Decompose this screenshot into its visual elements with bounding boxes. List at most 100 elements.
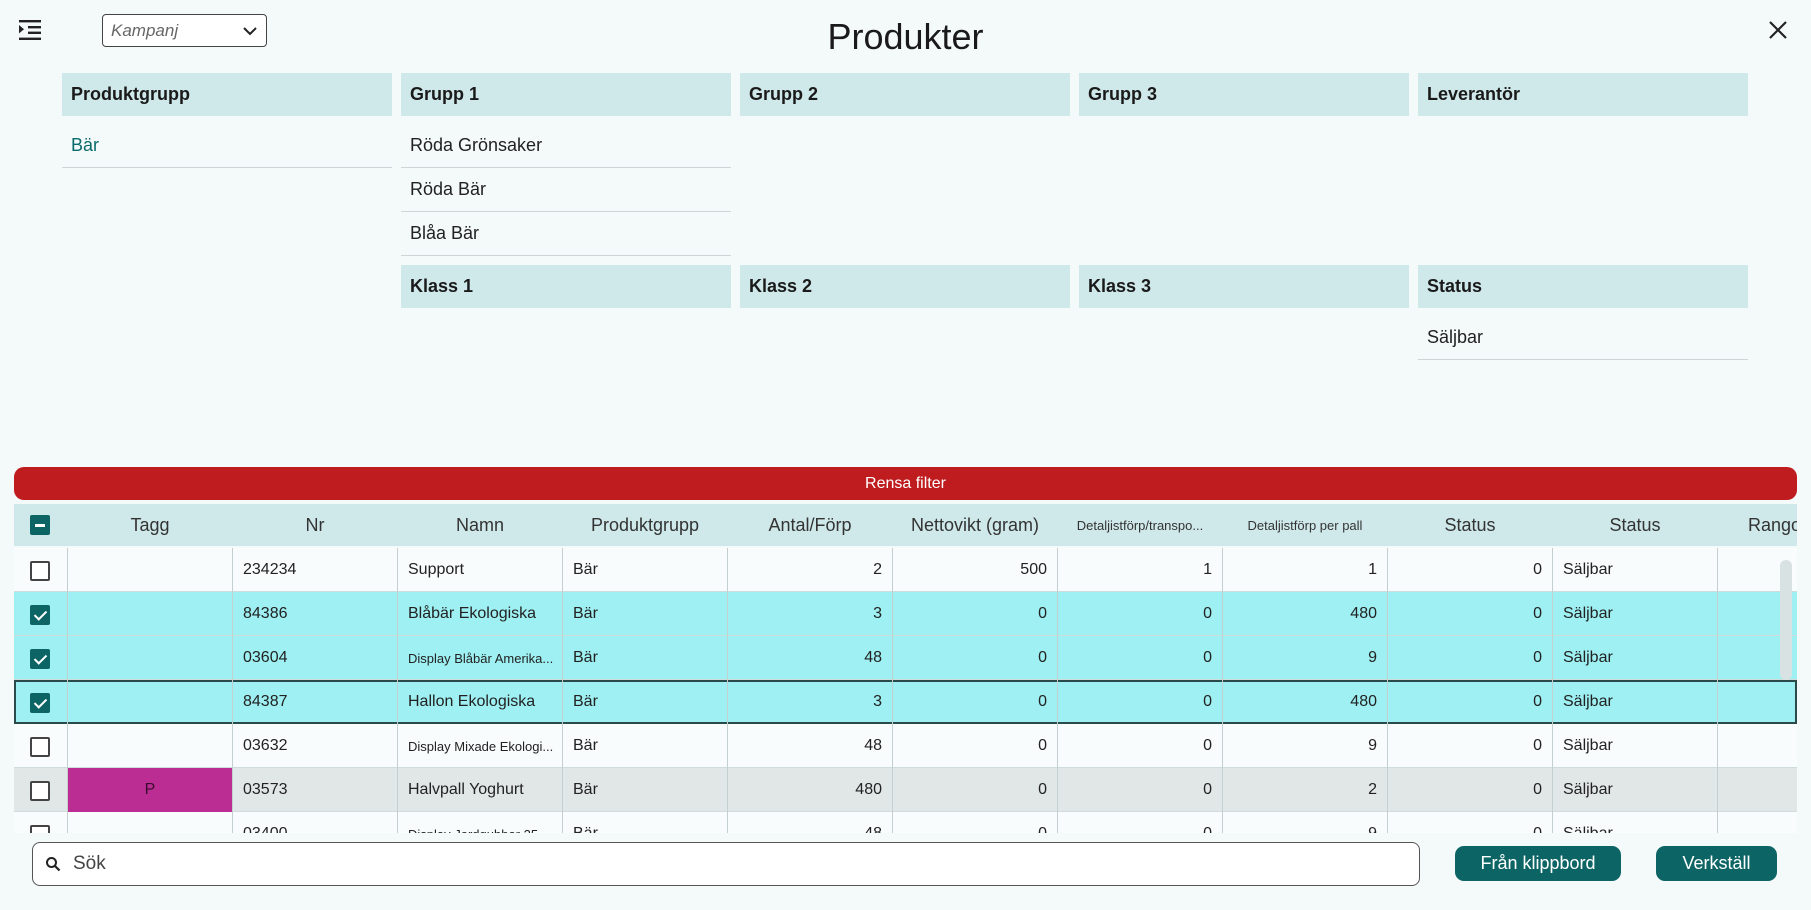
table-row[interactable]: 234234 Support Bär 2 500 1 1 0 Säljbar (14, 548, 1797, 592)
cell-nr: 03604 (233, 636, 398, 680)
row-checkbox[interactable] (30, 693, 50, 713)
cell-namn: Display Mixade Ekologi... (398, 724, 563, 768)
cell-nr: 84387 (233, 680, 398, 724)
cell-select (14, 680, 68, 724)
cell-nettovikt: 0 (893, 812, 1058, 833)
table-row[interactable]: 03632 Display Mixade Ekologi... Bär 48 0 0 9 0 S… (14, 724, 1797, 768)
filter-status: Status Säljbar (1418, 265, 1748, 360)
row-checkbox[interactable] (30, 649, 50, 669)
kampanj-placeholder: Kampanj (111, 20, 179, 40)
column-header-antal-forp[interactable]: Antal/Förp (768, 514, 852, 535)
filter-header-klass1: Klass 1 (401, 265, 731, 308)
cell-tag (68, 636, 233, 680)
from-clipboard-button[interactable]: Från klippbord (1455, 846, 1621, 881)
filter-grupp3: Grupp 3 (1079, 73, 1409, 116)
filter-item-roda-bar[interactable]: Röda Bär (401, 168, 731, 212)
cell-select (14, 812, 68, 833)
cell-nettovikt: 0 (893, 724, 1058, 768)
cell-status: Säljbar (1553, 592, 1718, 636)
column-header-status[interactable]: Status (1609, 514, 1661, 535)
cell-antal-forp: 48 (728, 724, 893, 768)
cell-status-num: 0 (1388, 548, 1553, 592)
clear-filter-button[interactable]: Rensa filter (14, 467, 1797, 500)
table-header: Tagg Nr Namn Produktgrupp Antal/Förp Net… (14, 504, 1797, 546)
row-checkbox[interactable] (30, 781, 50, 801)
cell-produktgrupp: Bär (563, 724, 728, 768)
filter-header-produktgrupp: Produktgrupp (62, 73, 392, 116)
row-checkbox[interactable] (30, 825, 50, 833)
select-all-checkbox[interactable] (30, 515, 50, 535)
filter-klass3: Klass 3 (1079, 265, 1409, 308)
cell-tag (68, 724, 233, 768)
cell-namn: Blåbär Ekologiska (398, 592, 563, 636)
filter-header-grupp1: Grupp 1 (401, 73, 731, 116)
cell-status-num: 0 (1388, 724, 1553, 768)
column-header-produktgrupp[interactable]: Produktgrupp (590, 514, 700, 535)
table-row[interactable]: 03604 Display Blåbär Amerika... Bär 48 0 0 9 0 S… (14, 636, 1797, 680)
cell-detaljistforp-transport: 0 (1058, 636, 1223, 680)
menu-indent-icon[interactable] (18, 18, 44, 42)
column-header-nettovikt[interactable]: Nettovikt (gram) (910, 514, 1040, 535)
cell-detaljistforp-per-pall: 480 (1223, 680, 1388, 724)
cell-namn: Display Blåbär Amerika... (398, 636, 563, 680)
cell-select (14, 548, 68, 592)
filter-klass1: Klass 1 (401, 265, 731, 308)
cell-produktgrupp: Bär (563, 768, 728, 812)
kampanj-select[interactable]: Kampanj (102, 14, 267, 47)
filter-header-klass3: Klass 3 (1079, 265, 1409, 308)
filter-item-saljbar[interactable]: Säljbar (1418, 316, 1748, 360)
cell-nr: 03632 (233, 724, 398, 768)
search-input[interactable] (73, 853, 1373, 875)
cell-status-num: 0 (1388, 636, 1553, 680)
filter-header-status: Status (1418, 265, 1748, 308)
cell-status: Säljbar (1553, 548, 1718, 592)
cell-produktgrupp: Bär (563, 592, 728, 636)
table-row[interactable]: P 03573 Halvpall Yoghurt Bär 480 0 0 2 0 Säljbar (14, 768, 1797, 812)
cell-antal-forp: 48 (728, 636, 893, 680)
apply-button[interactable]: Verkställ (1656, 846, 1777, 881)
column-header-namn[interactable]: Namn (455, 514, 504, 535)
row-checkbox[interactable] (30, 561, 50, 581)
top-bar: Kampanj Produkter (0, 0, 1811, 72)
cell-nettovikt: 0 (893, 680, 1058, 724)
cell-status-num: 0 (1388, 768, 1553, 812)
filter-item-blaa-bar[interactable]: Blåa Bär (401, 212, 731, 256)
column-header-detaljistforp-transport[interactable]: Detaljistförp/transpo... (1076, 517, 1204, 533)
cell-select (14, 724, 68, 768)
column-header-nr[interactable]: Nr (305, 514, 325, 535)
column-header-tagg[interactable]: Tagg (130, 514, 170, 535)
table-row[interactable]: 84387 Hallon Ekologiska Bär 3 0 0 480 0 Säljbar (14, 680, 1797, 724)
cell-nr: 84386 (233, 592, 398, 636)
table-row[interactable]: 03400Display Jordgubbar 25...Bär480090Sä… (14, 812, 1797, 833)
cell-nettovikt: 0 (893, 768, 1058, 812)
filter-grupp2: Grupp 2 (740, 73, 1070, 116)
cell-rang (1718, 680, 1797, 724)
cell-rang (1718, 768, 1797, 812)
row-checkbox[interactable] (30, 605, 50, 625)
cell-tag: P (68, 768, 233, 812)
filter-header-grupp3: Grupp 3 (1079, 73, 1409, 116)
table-row[interactable]: 84386 Blåbär Ekologiska Bär 3 0 0 480 0 Säljbar (14, 592, 1797, 636)
cell-rang (1718, 724, 1797, 768)
cell-produktgrupp: Bär (563, 680, 728, 724)
filter-item-roda-gronsaker[interactable]: Röda Grönsaker (401, 124, 731, 168)
filter-item-bar[interactable]: Bär (62, 124, 392, 168)
cell-antal-forp: 480 (728, 768, 893, 812)
column-header-detaljistforp-per-pall[interactable]: Detaljistförp per pall (1247, 517, 1363, 533)
cell-status: Säljbar (1553, 636, 1718, 680)
column-header-status-num[interactable]: Status (1444, 514, 1496, 535)
cell-nr: 03400 (233, 812, 398, 833)
filter-leverantor: Leverantör (1418, 73, 1748, 116)
cell-namn: Support (398, 548, 563, 592)
cell-antal-forp: 2 (728, 548, 893, 592)
filter-produktgrupp: Produktgrupp Bär (62, 73, 392, 168)
column-header-rang[interactable]: Rango (1748, 514, 1797, 535)
cell-detaljistforp-transport: 0 (1058, 768, 1223, 812)
cell-nettovikt: 0 (893, 636, 1058, 680)
close-icon[interactable] (1766, 18, 1790, 42)
cell-status-num: 0 (1388, 592, 1553, 636)
table-scrollbar[interactable] (1780, 560, 1792, 680)
cell-nettovikt: 500 (893, 548, 1058, 592)
cell-tag (68, 812, 233, 833)
row-checkbox[interactable] (30, 737, 50, 757)
